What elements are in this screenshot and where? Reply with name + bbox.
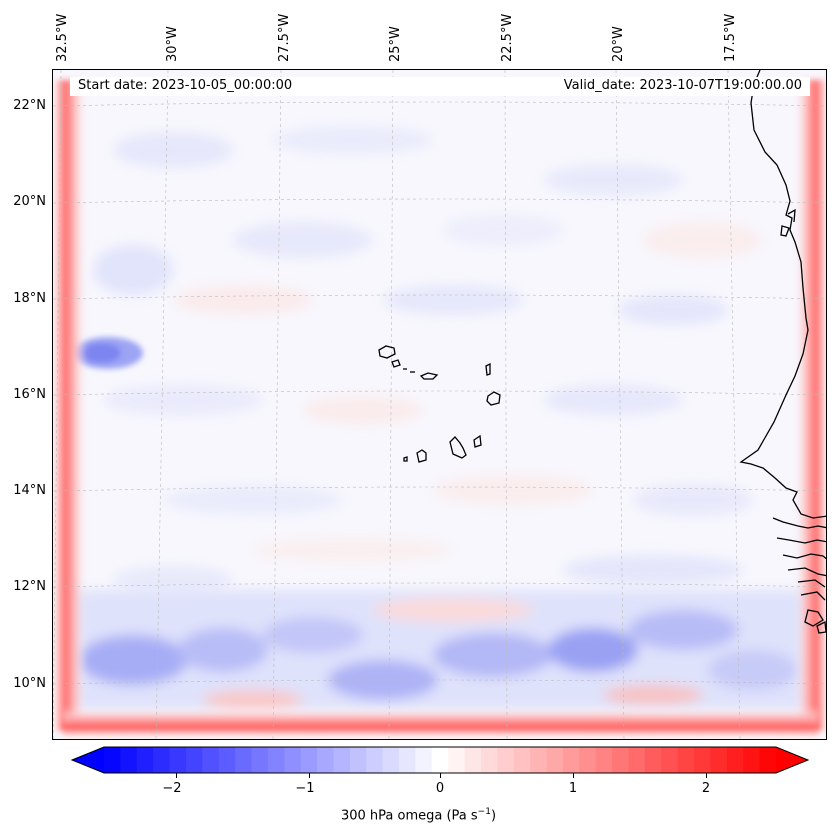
colorbar-segment (300, 747, 318, 773)
colorbar-segment (333, 747, 351, 773)
colorbar-segment (185, 747, 203, 773)
colorbar-segment (431, 747, 449, 773)
omega-field-map (53, 70, 826, 739)
colorbar-tick-minus2: −2 (162, 781, 182, 796)
colorbar-segment (169, 747, 187, 773)
colorbar-segment (710, 747, 728, 773)
colorbar-tick-mark-0 (440, 773, 441, 778)
colorbar-segment (562, 747, 580, 773)
colorbar-segment (415, 747, 433, 773)
colorbar-segment (694, 747, 712, 773)
colorbar-extend-max (776, 747, 808, 773)
lat-label-18n: 18°N (13, 291, 46, 306)
colorbar-tick-minus1: −1 (295, 781, 315, 796)
colorbar-segment (628, 747, 646, 773)
colorbar-segment (317, 747, 335, 773)
colorbar-segment (579, 747, 597, 773)
start-date-label: Start date: 2023-10-05_00:00:00 (78, 78, 293, 93)
map-title-bar: Start date: 2023-10-05_00:00:00 Valid_da… (70, 77, 810, 96)
cape-verde-islands (378, 345, 501, 463)
colorbar-tick-1: 1 (568, 781, 578, 796)
left-boundary-artifact (53, 80, 87, 731)
colorbar-extend-min (72, 747, 104, 773)
colorbar-segment (284, 747, 302, 773)
colorbar-segment (448, 747, 466, 773)
right-boundary-artifact (794, 80, 826, 731)
southern-convective-band (63, 590, 823, 710)
lon-label-30w: 30°W (165, 26, 180, 62)
colorbar-segment (366, 747, 384, 773)
lat-label-20n: 20°N (13, 194, 46, 209)
colorbar-segment (235, 747, 253, 773)
colorbar-segment (349, 747, 367, 773)
colorbar-gradient (70, 746, 810, 774)
colorbar-tick-mark-minus1 (309, 773, 310, 778)
omega-anomaly-blobs (93, 126, 763, 594)
blue-ascent-feature-west (73, 337, 143, 369)
colorbar-label-close: ) (490, 808, 497, 824)
colorbar-tick-2: 2 (701, 781, 711, 796)
colorbar-label-text: 300 hPa omega (Pa s (340, 808, 478, 824)
lon-label-27-5w: 27.5°W (277, 13, 292, 62)
colorbar-segment (661, 747, 679, 773)
valid-date-label: Valid_date: 2023-10-07T19:00:00.00 (563, 78, 802, 93)
lon-label-32-5w: 32.5°W (55, 13, 70, 62)
lat-label-22n: 22°N (13, 98, 46, 113)
colorbar-segment (202, 747, 220, 773)
colorbar-segment (530, 747, 548, 773)
colorbar-segment (677, 747, 695, 773)
colorbar-segment (480, 747, 498, 773)
lon-label-22-5w: 22.5°W (500, 13, 515, 62)
colorbar-segment (153, 747, 171, 773)
colorbar-segment (136, 747, 154, 773)
colorbar-label: 300 hPa omega (Pa s−1) (0, 807, 837, 823)
colorbar-segment (218, 747, 236, 773)
colorbar-segment (726, 747, 744, 773)
colorbar-segment (399, 747, 417, 773)
colorbar-segment (644, 747, 662, 773)
colorbar-segment (743, 747, 761, 773)
map-frame[interactable] (52, 69, 827, 740)
colorbar-segment (612, 747, 630, 773)
lon-label-17-5w: 17.5°W (723, 13, 738, 62)
africa-coastline (739, 70, 826, 634)
colorbar-segment (267, 747, 285, 773)
lat-label-14n: 14°N (13, 483, 46, 498)
colorbar-tick-mark-1 (573, 773, 574, 778)
colorbar-segment (759, 747, 777, 773)
lat-label-16n: 16°N (13, 387, 46, 402)
lat-label-12n: 12°N (13, 579, 46, 594)
colorbar-segment (546, 747, 564, 773)
colorbar-segment (464, 747, 482, 773)
colorbar-segment (251, 747, 269, 773)
colorbar-segment (382, 747, 400, 773)
colorbar-segment (104, 747, 121, 773)
colorbar-segment (497, 747, 515, 773)
colorbar-segment (120, 747, 138, 773)
lon-label-25w: 25°W (388, 26, 403, 62)
lon-label-20w: 20°W (611, 26, 626, 62)
colorbar-segment (513, 747, 531, 773)
colorbar-tick-mark-minus2 (176, 773, 177, 778)
colorbar (70, 746, 810, 774)
bottom-boundary-artifact (63, 707, 818, 737)
colorbar-segment (595, 747, 613, 773)
graticule (53, 70, 826, 739)
colorbar-label-exponent: −1 (477, 807, 491, 817)
lat-label-10n: 10°N (13, 676, 46, 691)
colorbar-tick-mark-2 (706, 773, 707, 778)
colorbar-tick-0: 0 (435, 781, 445, 796)
